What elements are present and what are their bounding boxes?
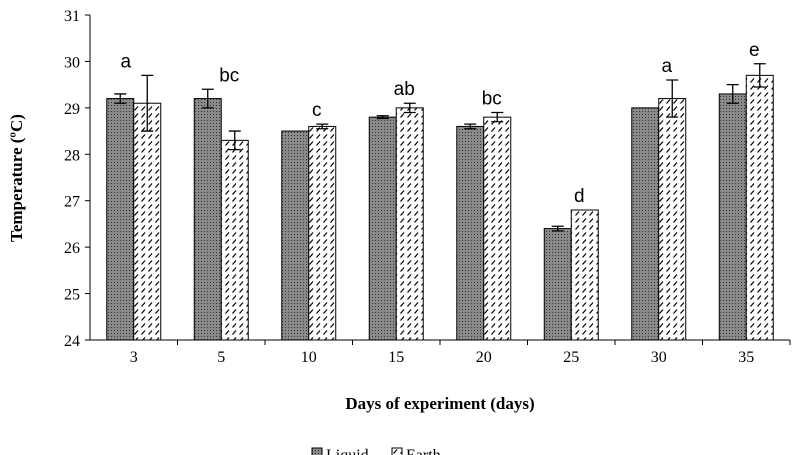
x-tick-label: 30 [651, 349, 667, 366]
x-tick-label: 25 [563, 349, 579, 366]
y-tick-label: 28 [64, 147, 80, 164]
bar-earth [745, 74, 774, 341]
error-bar [114, 93, 127, 104]
error-bar [376, 115, 389, 120]
bar-liquid [718, 93, 747, 341]
x-tick-label: 35 [738, 349, 754, 366]
bar-earth [308, 125, 337, 341]
error-bar [491, 111, 504, 123]
bar-earth [220, 139, 249, 341]
error-bar [464, 123, 477, 130]
x-tick-label: 15 [388, 349, 404, 366]
x-tick-label: 5 [217, 349, 225, 366]
error-bar [726, 83, 739, 104]
y-tick-label: 31 [64, 8, 80, 25]
bar-earth [570, 209, 599, 341]
x-tick-label: 10 [301, 349, 317, 366]
error-bar [316, 123, 329, 130]
y-tick-label: 30 [64, 54, 80, 71]
significance-label: bc [482, 89, 502, 110]
significance-label: ab [394, 79, 415, 100]
legend-label: Earth [406, 447, 441, 455]
x-tick-label: 3 [130, 349, 138, 366]
y-tick-label: 25 [64, 287, 80, 304]
significance-label: d [574, 186, 585, 207]
y-tick-label: 27 [64, 194, 80, 211]
significance-label: bc [219, 65, 239, 86]
error-bar [551, 225, 564, 232]
legend-swatch [311, 447, 323, 455]
significance-label: e [749, 40, 760, 61]
significance-label: a [661, 56, 672, 77]
bar-liquid [193, 98, 222, 341]
significance-label: a [120, 51, 131, 72]
bar-earth [133, 102, 162, 341]
error-bar [141, 74, 154, 132]
bar-liquid [368, 116, 397, 341]
legend-swatch [391, 447, 403, 455]
error-bar [201, 88, 214, 109]
error-bar [228, 130, 241, 151]
error-bar [753, 63, 766, 88]
error-bar [666, 79, 679, 118]
y-tick-label: 24 [64, 333, 80, 350]
legend-label: Liquid [326, 447, 369, 455]
bar-liquid [543, 228, 572, 341]
bar-earth [483, 116, 512, 341]
x-axis-label: Days of experiment (days) [345, 394, 534, 413]
y-tick-label: 26 [64, 240, 80, 257]
bar-liquid [281, 130, 310, 341]
x-tick-label: 20 [476, 349, 492, 366]
bar-liquid [106, 98, 135, 341]
bar-earth [658, 98, 687, 341]
bar-liquid [631, 107, 660, 341]
error-bar [403, 102, 416, 114]
y-axis-label: Temperature (ºC) [7, 114, 26, 242]
bar-earth [395, 107, 424, 341]
bar-liquid [456, 125, 485, 341]
significance-label: c [312, 100, 322, 121]
y-tick-label: 29 [64, 101, 80, 118]
